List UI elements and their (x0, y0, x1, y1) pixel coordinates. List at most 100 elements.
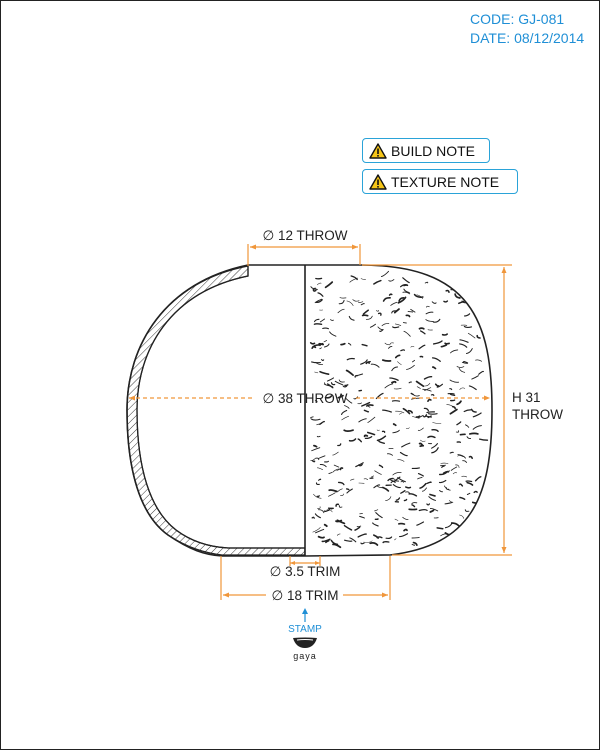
texture-mark (399, 412, 402, 415)
texture-mark (319, 318, 326, 323)
texture-mark (339, 467, 344, 471)
texture-mark (418, 509, 428, 512)
texture-mark (345, 398, 353, 404)
texture-mark (323, 509, 330, 513)
texture-mark (395, 497, 401, 501)
texture-mark (446, 470, 450, 473)
texture-mark (315, 361, 324, 366)
texture-mark (426, 305, 430, 308)
texture-mark (454, 293, 461, 299)
texture-mark (408, 381, 412, 384)
texture-mark (372, 522, 379, 527)
texture-mark (444, 522, 453, 529)
texture-mark (338, 505, 343, 508)
texture-mark (316, 467, 323, 471)
texture-mark (395, 410, 405, 414)
texture-mark (475, 359, 483, 362)
texture-mark (424, 382, 431, 387)
texture-mark (370, 363, 380, 368)
texture-mark (436, 527, 444, 530)
texture-mark (337, 308, 345, 314)
texture-mark (321, 358, 325, 362)
texture-mark (470, 525, 479, 531)
texture-mark (413, 293, 424, 298)
texture-mark (458, 483, 464, 487)
height-dimension: H 31 THROW (362, 264, 563, 556)
texture-mark (391, 380, 397, 384)
texture-mark (355, 462, 364, 468)
texture-mark (344, 539, 353, 542)
texture-mark (398, 297, 405, 302)
texture-mark (354, 526, 361, 531)
texture-mark (342, 385, 348, 388)
texture-mark (358, 301, 364, 303)
texture-mark (364, 435, 373, 440)
texture-mark (450, 466, 458, 471)
texture-mark (444, 501, 453, 505)
height-label-line2: THROW (512, 407, 563, 422)
texture-mark (314, 371, 319, 374)
texture-mark (381, 323, 390, 327)
texture-mark (416, 294, 423, 299)
texture-mark (468, 385, 477, 391)
build-note-button[interactable]: BUILD NOTE (362, 138, 490, 163)
texture-mark (362, 309, 369, 315)
texture-mark (311, 447, 321, 452)
texture-mark (388, 346, 393, 349)
texture-mark (332, 468, 340, 473)
texture-mark (319, 463, 327, 468)
texture-mark (457, 455, 464, 458)
texture-mark (347, 342, 352, 346)
texture-mark (344, 405, 350, 409)
texture-mark (316, 494, 320, 498)
base-diameter-label: ∅ 18 TRIM (271, 588, 338, 603)
texture-mark (443, 300, 449, 303)
texture-mark (361, 343, 368, 347)
texture-mark (466, 492, 471, 495)
texture-mark (394, 538, 397, 541)
texture-mark (450, 399, 456, 402)
texture-mark (419, 330, 426, 335)
texture-mark (315, 457, 320, 461)
texture-mark (373, 484, 381, 489)
texture-mark (377, 312, 382, 316)
vessel-section-wall (126, 265, 306, 556)
texture-mark (312, 288, 317, 292)
texture-mark (470, 408, 477, 413)
texture-mark (456, 400, 462, 406)
texture-mark (417, 414, 424, 419)
texture-mark (315, 482, 320, 486)
texture-mark (366, 404, 374, 407)
texture-mark (418, 327, 425, 330)
texture-mark (366, 360, 371, 364)
texture-mark (421, 487, 428, 492)
warning-icon (369, 142, 387, 159)
texture-mark (449, 388, 453, 391)
texture-mark (420, 439, 426, 442)
texture-mark (478, 438, 489, 441)
texture-mark (431, 447, 439, 454)
texture-note-button[interactable]: TEXTURE NOTE (362, 169, 518, 194)
texture-mark (337, 443, 342, 447)
texture-mark (381, 430, 386, 433)
texture-mark (349, 537, 357, 543)
texture-mark (313, 323, 323, 325)
texture-mark (323, 523, 328, 528)
texture-mark (446, 404, 455, 409)
texture-mark (425, 415, 432, 418)
texture-mark (367, 416, 376, 423)
texture-mark (449, 379, 460, 383)
texture-mark (392, 429, 400, 434)
texture-mark (310, 418, 321, 421)
texture-mark (450, 522, 460, 527)
texture-mark (353, 396, 359, 400)
texture-mark (325, 540, 330, 544)
texture-mark (309, 342, 316, 345)
texture-mark (467, 274, 477, 279)
texture-mark (394, 518, 399, 521)
texture-mark (417, 427, 424, 431)
texture-mark (399, 451, 408, 457)
texture-mark (454, 286, 465, 290)
texture-mark (350, 275, 358, 281)
texture-mark (366, 431, 376, 436)
